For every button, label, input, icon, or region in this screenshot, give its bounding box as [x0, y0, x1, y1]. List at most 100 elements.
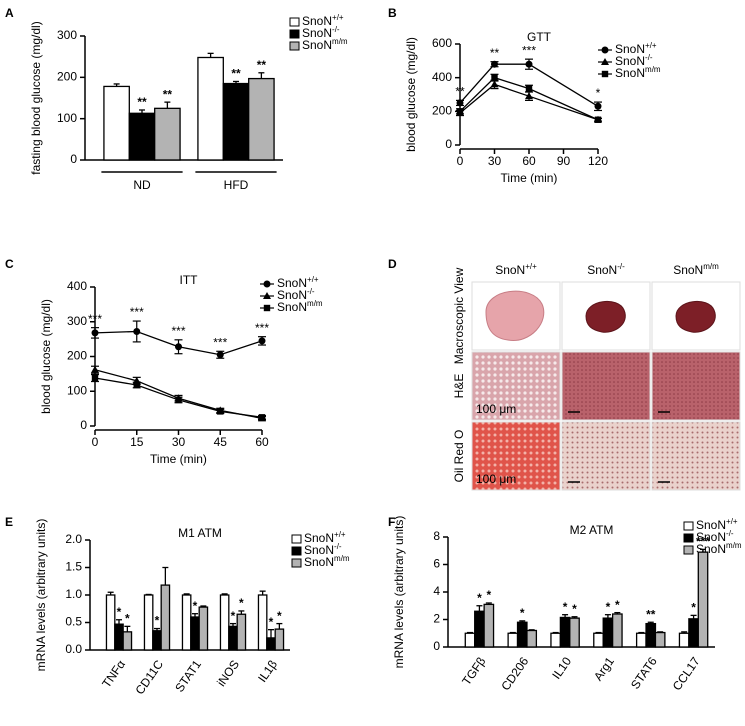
x-tick-label: Arg1 — [591, 654, 617, 683]
bar — [697, 551, 709, 648]
legend-swatch — [289, 41, 300, 51]
data-point — [91, 365, 99, 373]
chart-title: GTT — [527, 30, 552, 44]
significance: ** — [137, 95, 147, 109]
y-tick-label: 6 — [433, 557, 440, 571]
bar — [274, 628, 285, 651]
x-tick-label: CCL17 — [670, 654, 703, 693]
y-tick-label: 1.5 — [65, 560, 82, 574]
y-tick-label: 400 — [67, 279, 87, 293]
x-tick-label: STAT1 — [172, 657, 204, 694]
data-point — [525, 60, 533, 68]
bar — [569, 617, 580, 648]
y-tick-label: 0.5 — [65, 615, 82, 629]
legend-marker — [263, 304, 271, 312]
y-tick-label: 1.0 — [65, 587, 82, 601]
bar — [190, 616, 200, 651]
scale-label: 100 μm — [476, 402, 516, 416]
x-tick-label: 0 — [92, 435, 99, 449]
y-tick-label: 100 — [57, 111, 77, 125]
legend-label: SnoN-/- — [277, 287, 315, 303]
panel-letter: F — [388, 515, 395, 529]
bar — [128, 112, 156, 161]
significance: * — [269, 615, 274, 629]
panel-letter: B — [388, 6, 397, 20]
bar — [222, 82, 250, 161]
panel-letter: E — [5, 515, 13, 529]
x-tick-label: 15 — [130, 435, 144, 449]
y-tick-label: 300 — [67, 314, 87, 328]
significance: * — [193, 599, 198, 613]
significance: * — [615, 598, 620, 612]
y-tick-label: 2 — [433, 612, 440, 626]
data-point — [491, 74, 498, 81]
y-tick-label: 8 — [433, 529, 440, 543]
series-line — [459, 83, 599, 121]
row-label: H&E — [452, 374, 466, 399]
data-point — [490, 80, 499, 88]
series-line — [459, 76, 599, 121]
significance: * — [477, 591, 482, 605]
data-point — [91, 374, 99, 382]
significance: ** — [490, 46, 500, 60]
legend-swatch — [289, 17, 300, 27]
data-point — [491, 60, 498, 68]
column-header: SnoN+/+ — [495, 262, 537, 278]
x-tick-label: HFD — [224, 178, 249, 192]
y-tick-label: 0 — [433, 639, 440, 653]
y-tick-label: 400 — [432, 70, 452, 84]
bar — [611, 613, 623, 648]
image-panel — [651, 351, 741, 421]
data-point — [133, 327, 141, 335]
x-tick-label: IL1β — [255, 657, 280, 684]
legend-swatch — [683, 533, 694, 543]
bar — [526, 629, 538, 648]
row-label: Macroscopic View — [452, 267, 466, 364]
legend-marker — [601, 58, 609, 65]
bar — [114, 623, 124, 651]
significance: *** — [696, 535, 710, 549]
bar — [635, 632, 647, 648]
x-axis-label: Time (min) — [150, 452, 207, 466]
y-tick-label: 200 — [67, 349, 87, 363]
significance: *** — [88, 312, 102, 326]
bar — [602, 617, 614, 648]
significance: * — [155, 614, 160, 628]
data-point — [133, 381, 140, 389]
bar — [474, 610, 485, 648]
chart-title: M2 ATM — [570, 523, 614, 537]
x-tick-label: 30 — [488, 154, 502, 168]
bar — [181, 594, 192, 651]
x-tick-label: 60 — [255, 435, 269, 449]
bar — [593, 632, 604, 648]
legend-label: SnoNm/m — [615, 65, 661, 81]
bar — [236, 613, 247, 651]
x-tick-label: iNOS — [214, 658, 242, 690]
significance: * — [125, 612, 130, 626]
panel-letter: A — [5, 6, 14, 20]
legend-swatch — [289, 29, 300, 39]
legend-swatch — [683, 545, 694, 555]
chart-title: ITT — [180, 273, 199, 287]
bar — [152, 630, 162, 651]
y-axis-label: fasting blood glucose (mg/dl) — [29, 21, 43, 174]
legend-label: SnoN-/- — [302, 25, 340, 41]
bar — [248, 77, 275, 161]
bar — [122, 631, 133, 651]
x-tick-label: STAT6 — [628, 654, 660, 691]
significance: ** — [455, 85, 465, 99]
y-tick-label: 2.0 — [65, 532, 82, 546]
data-point — [217, 408, 224, 415]
y-axis-label: blood glucose (mg/dl) — [39, 299, 53, 414]
x-tick-label: IL10 — [549, 654, 574, 681]
liver — [675, 301, 716, 333]
bar — [688, 618, 699, 648]
bar — [464, 632, 476, 648]
y-tick-label: 100 — [67, 383, 87, 397]
bar — [550, 632, 562, 648]
significance: ** — [646, 607, 656, 621]
bar — [105, 594, 116, 651]
significance: ** — [163, 87, 173, 101]
y-tick-label: 0 — [80, 418, 87, 432]
significance: * — [231, 609, 236, 623]
